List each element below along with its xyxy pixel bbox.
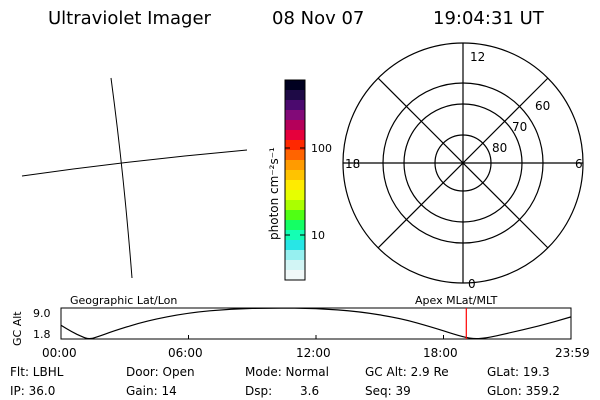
colorbar-band <box>285 250 305 261</box>
orbit-x-tick-1200: 12:00 <box>296 346 331 360</box>
lat-label-70: 70 <box>512 120 527 134</box>
orbit-y-axis-label: GC Alt <box>11 311 24 346</box>
geographic-grid <box>21 77 248 279</box>
observation-time: 19:04:31 UT <box>433 8 545 29</box>
color-scale: 100 10 photon cm⁻²s⁻¹ <box>267 79 332 281</box>
colorbar-unit-label: photon cm⁻²s⁻¹ <box>267 147 281 240</box>
colorbar-band <box>285 180 305 191</box>
orbit-x-tick-0600: 06:00 <box>168 346 203 360</box>
mlt-label-18: 18 <box>345 157 360 171</box>
colorbar-label-10: 10 <box>311 229 325 242</box>
mlt-label-6: 6 <box>575 157 583 171</box>
orbit-x-tick-0000: 00:00 <box>42 346 77 360</box>
colorbar-band <box>285 230 305 241</box>
colorbar-band <box>285 140 305 151</box>
info-door: Door: Open <box>126 365 195 379</box>
polar-diagonal-2 <box>377 77 549 249</box>
colorbar-stack <box>285 80 305 281</box>
colorbar-band <box>285 150 305 161</box>
colorbar-band <box>285 120 305 131</box>
colorbar-band <box>285 210 305 221</box>
colorbar-label-100: 100 <box>311 142 332 155</box>
info-gain: Gain: 14 <box>126 384 177 398</box>
colorbar-band <box>285 80 305 91</box>
polar-plot <box>342 42 584 284</box>
info-filter: Flt: LBHL <box>10 365 64 379</box>
colorbar-frame <box>284 79 306 281</box>
altitude-curve <box>60 307 571 340</box>
orbit-title-geographic: Geographic Lat/Lon <box>70 294 177 307</box>
instrument-title: Ultraviolet Imager <box>48 8 212 29</box>
info-glat: GLat: 19.3 <box>487 365 550 379</box>
orbit-y-tick-bottom: 1.8 <box>33 328 51 341</box>
colorbar-band <box>285 270 305 281</box>
colorbar-band <box>285 100 305 111</box>
orbit-x-tick-1800: 18:00 <box>423 346 458 360</box>
colorbar-band <box>285 190 305 201</box>
colorbar-band <box>285 130 305 141</box>
info-ip: IP: 36.0 <box>10 384 55 398</box>
orbit-title-apex: Apex MLat/MLT <box>415 294 498 307</box>
lat-label-60: 60 <box>535 99 550 113</box>
orbit-plot: Geographic Lat/Lon Apex MLat/MLT GC Alt … <box>11 294 590 360</box>
observation-date: 08 Nov 07 <box>272 8 364 29</box>
polar-labels: 12 18 6 0 60 70 80 <box>345 50 583 291</box>
info-table: Flt: LBHL Door: Open Mode: Normal GC Alt… <box>10 365 560 398</box>
colorbar-band <box>285 110 305 121</box>
header: Ultraviolet Imager 08 Nov 07 19:04:31 UT <box>48 8 545 29</box>
colorbar-band <box>285 170 305 181</box>
info-gc-alt: GC Alt: 2.9 Re <box>365 365 449 379</box>
colorbar-band <box>285 220 305 231</box>
orbit-x-tickmarks <box>60 335 572 339</box>
parallel-line <box>21 149 248 177</box>
info-dsp-label: Dsp: <box>245 384 272 398</box>
info-dsp-value: 3.6 <box>300 384 319 398</box>
orbit-x-tick-2359: 23:59 <box>555 346 590 360</box>
mlt-label-0: 0 <box>468 277 476 291</box>
colorbar-band <box>285 240 305 251</box>
mlt-label-12: 12 <box>470 50 485 64</box>
colorbar-band <box>285 90 305 101</box>
colorbar-band <box>285 200 305 211</box>
colorbar-band <box>285 260 305 271</box>
info-mode: Mode: Normal <box>245 365 329 379</box>
colorbar-band <box>285 160 305 171</box>
info-seq: Seq: 39 <box>365 384 411 398</box>
meridian-line <box>110 77 133 279</box>
info-glon: GLon: 359.2 <box>487 384 560 398</box>
lat-label-80: 80 <box>492 141 507 155</box>
orbit-y-tick-top: 9.0 <box>33 307 51 320</box>
